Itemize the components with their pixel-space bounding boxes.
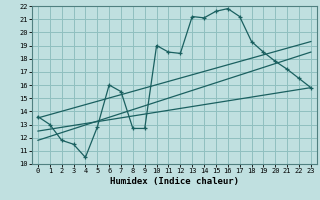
X-axis label: Humidex (Indice chaleur): Humidex (Indice chaleur) bbox=[110, 177, 239, 186]
